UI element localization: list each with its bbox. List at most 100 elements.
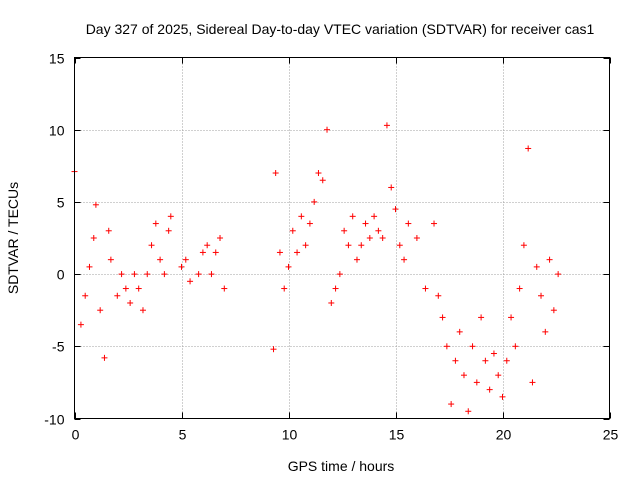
data-point — [212, 249, 219, 256]
data-point — [358, 242, 365, 249]
y-tick-label: -5 — [52, 339, 65, 355]
data-point — [525, 145, 532, 152]
data-point — [289, 227, 296, 234]
data-point — [542, 328, 549, 335]
data-point — [82, 292, 89, 299]
data-point — [538, 292, 545, 299]
data-point — [396, 242, 403, 249]
data-point — [443, 343, 450, 350]
data-point — [362, 220, 369, 227]
data-point — [460, 372, 467, 379]
data-point — [366, 235, 373, 241]
data-point — [516, 285, 523, 292]
data-point — [118, 271, 125, 278]
data-point — [187, 278, 194, 285]
data-point — [486, 386, 493, 393]
data-point — [276, 249, 283, 256]
data-point — [371, 213, 378, 220]
data-point — [512, 343, 519, 350]
data-point — [529, 379, 536, 386]
data-point — [199, 249, 206, 256]
data-point — [431, 220, 438, 227]
data-point — [388, 184, 395, 191]
data-point — [285, 263, 292, 270]
data-point — [478, 314, 485, 321]
data-point — [435, 292, 442, 299]
data-point — [336, 271, 343, 278]
data-point — [152, 220, 159, 227]
data-point — [195, 271, 202, 278]
data-point — [383, 122, 390, 129]
x-tick-label: 15 — [389, 427, 405, 443]
y-tick-label: 10 — [49, 123, 65, 139]
data-point — [294, 249, 301, 256]
data-point — [349, 213, 356, 220]
data-point — [345, 242, 352, 249]
data-point — [272, 170, 279, 177]
y-axis-label: SDTVAR / TECUs — [5, 182, 21, 294]
data-point — [508, 314, 515, 321]
data-point — [413, 235, 420, 241]
data-point — [105, 227, 112, 234]
axis-ticks — [74, 57, 611, 420]
x-tick-label: 0 — [72, 427, 80, 443]
data-point — [298, 213, 305, 220]
data-point — [422, 285, 429, 292]
data-point — [490, 350, 497, 357]
plot-frame — [74, 57, 610, 419]
grid — [74, 57, 610, 419]
data-point — [77, 321, 84, 328]
data-point — [127, 299, 134, 306]
data-point — [208, 271, 215, 278]
x-tick-labels: 0 5 10 15 20 25 — [72, 427, 619, 443]
data-point — [92, 201, 99, 208]
data-point — [503, 357, 510, 364]
data-points — [71, 122, 562, 415]
data-point — [165, 227, 172, 234]
data-point — [401, 256, 408, 263]
data-point — [392, 206, 399, 213]
x-tick-label: 25 — [603, 427, 619, 443]
data-point — [107, 256, 114, 263]
data-point — [135, 285, 142, 292]
data-point — [302, 242, 309, 249]
data-point — [204, 242, 211, 249]
data-point — [405, 220, 412, 227]
data-point — [281, 285, 288, 292]
y-tick-labels: -10 -5 0 5 10 15 — [44, 51, 64, 428]
data-point — [550, 307, 557, 314]
data-point — [144, 271, 151, 278]
data-point — [332, 285, 339, 292]
data-point — [178, 263, 185, 270]
data-point — [217, 235, 224, 241]
data-point — [139, 307, 146, 314]
data-point — [182, 256, 189, 263]
data-point — [473, 379, 480, 386]
data-point — [167, 213, 174, 220]
data-point — [448, 401, 455, 408]
x-tick-label: 20 — [496, 427, 512, 443]
data-point — [148, 242, 155, 249]
data-point — [520, 242, 527, 249]
data-point — [315, 170, 322, 177]
data-point — [456, 328, 463, 335]
data-point — [499, 393, 506, 400]
data-point — [482, 357, 489, 364]
data-point — [86, 263, 93, 270]
data-point — [379, 235, 386, 241]
data-point — [131, 271, 138, 278]
y-tick-label: 0 — [57, 267, 65, 283]
x-axis-label: GPS time / hours — [288, 458, 395, 474]
data-point — [319, 177, 326, 184]
data-point — [122, 285, 129, 292]
data-point — [161, 271, 168, 278]
data-point — [328, 299, 335, 306]
data-point — [306, 220, 313, 227]
data-point — [439, 314, 446, 321]
data-point — [221, 285, 228, 292]
y-tick-label: -10 — [44, 412, 64, 428]
data-point — [101, 354, 108, 361]
data-point — [341, 227, 348, 234]
data-point — [546, 256, 553, 263]
